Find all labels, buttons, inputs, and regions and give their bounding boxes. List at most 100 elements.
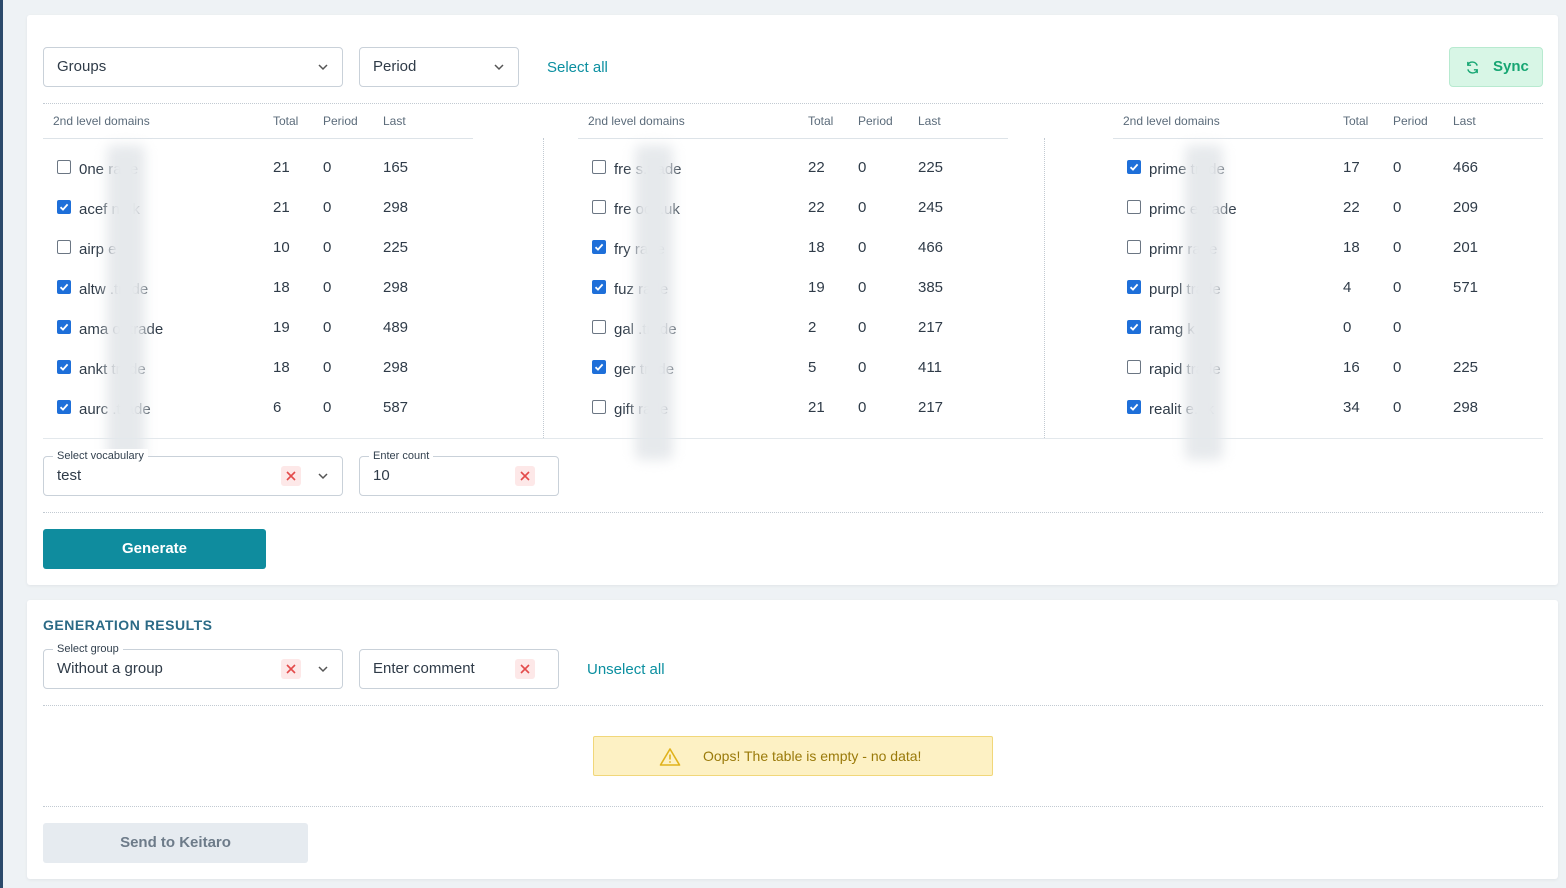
count-value: 10	[373, 467, 390, 484]
unselect-all-link[interactable]: Unselect all	[587, 661, 665, 678]
period-select[interactable]: Period	[359, 47, 519, 87]
sync-button[interactable]: Sync	[1449, 47, 1543, 87]
cell-last: 165	[383, 159, 409, 176]
divider	[43, 438, 1543, 439]
row-checkbox[interactable]	[57, 320, 71, 334]
row-checkbox[interactable]	[57, 400, 71, 414]
column-divider	[1044, 138, 1045, 438]
chevron-down-icon	[318, 666, 328, 673]
cell-last: 298	[383, 279, 409, 296]
row-checkbox[interactable]	[592, 400, 606, 414]
table-row: rapid trade160225	[1113, 351, 1543, 391]
comment-placeholder: Enter comment	[373, 660, 475, 677]
select-all-link[interactable]: Select all	[547, 59, 608, 76]
group-select[interactable]: Select group Without a group	[43, 642, 343, 689]
checkmark-icon	[59, 283, 69, 291]
table-row: ramg k 0 0	[1113, 311, 1543, 351]
comment-input[interactable]: Enter comment	[359, 649, 559, 689]
column-divider	[543, 138, 544, 438]
row-checkbox[interactable]	[592, 280, 606, 294]
cell-total: 21	[273, 199, 290, 216]
row-checkbox[interactable]	[592, 160, 606, 174]
row-checkbox[interactable]	[1127, 320, 1141, 334]
clear-icon[interactable]	[515, 466, 535, 486]
send-to-keitaro-button[interactable]: Send to Keitaro	[43, 823, 308, 863]
groups-select[interactable]: Groups	[43, 47, 343, 87]
row-checkbox[interactable]	[57, 280, 71, 294]
groups-select-value: Groups	[57, 58, 107, 75]
cell-last: 217	[918, 399, 944, 416]
row-checkbox[interactable]	[1127, 400, 1141, 414]
row-checkbox[interactable]	[1127, 360, 1141, 374]
table-header: 2nd level domains Total Period Last	[43, 103, 473, 139]
row-checkbox[interactable]	[592, 360, 606, 374]
cell-total: 6	[273, 399, 282, 416]
row-checkbox[interactable]	[57, 360, 71, 374]
column-header-domain: 2nd level domains	[588, 114, 685, 128]
cell-period: 0	[323, 399, 332, 416]
section-title: GENERATION RESULTS	[43, 617, 213, 633]
cell-last: 225	[1453, 359, 1479, 376]
table-header: 2nd level domains Total Period Last	[578, 103, 1008, 139]
cell-last: 298	[383, 199, 409, 216]
clear-icon[interactable]	[515, 659, 535, 679]
checkmark-icon	[59, 323, 69, 331]
cell-total: 21	[808, 399, 825, 416]
generate-button[interactable]: Generate	[43, 529, 266, 569]
checkmark-icon	[594, 283, 604, 291]
cell-last: 411	[918, 359, 942, 376]
table-row: relyst de150571	[1113, 431, 1543, 438]
table-row: purpl trade40571	[1113, 271, 1543, 311]
cell-period: 0	[858, 399, 867, 416]
cell-total: 17	[1343, 159, 1360, 176]
row-checkbox[interactable]	[57, 240, 71, 254]
generator-card: Groups Period Select all Sync 2nd level …	[27, 15, 1558, 585]
cell-last: 385	[918, 279, 944, 296]
clear-icon[interactable]	[281, 466, 301, 486]
cell-period: 0	[858, 279, 867, 296]
row-checkbox[interactable]	[1127, 280, 1141, 294]
column-header-last: Last	[383, 114, 406, 128]
cell-last: 225	[918, 159, 944, 176]
cell-period: 0	[858, 199, 867, 216]
cell-domain[interactable]: ramg k	[1149, 321, 1195, 338]
row-checkbox[interactable]	[592, 240, 606, 254]
cell-period: 0	[858, 239, 867, 256]
chevron-down-icon	[318, 473, 328, 480]
cell-total: 18	[273, 279, 290, 296]
cell-total: 18	[273, 359, 290, 376]
cell-period: 0	[323, 239, 332, 256]
redaction-blur	[1185, 145, 1223, 460]
column-header-period: Period	[858, 114, 893, 128]
column-header-last: Last	[918, 114, 941, 128]
row-checkbox[interactable]	[592, 200, 606, 214]
period-select-value: Period	[373, 58, 417, 75]
row-checkbox[interactable]	[57, 200, 71, 214]
cell-period: 0	[1393, 399, 1402, 416]
row-checkbox[interactable]	[57, 160, 71, 174]
row-checkbox[interactable]	[592, 320, 606, 334]
clear-icon[interactable]	[281, 659, 301, 679]
cell-last: 245	[918, 199, 944, 216]
row-checkbox[interactable]	[1127, 160, 1141, 174]
column-header-period: Period	[323, 114, 358, 128]
cell-last: 466	[1453, 159, 1479, 176]
cell-total: 0	[1343, 319, 1352, 336]
column-header-total: Total	[273, 114, 299, 128]
cell-total: 22	[808, 159, 825, 176]
checkmark-icon	[1129, 283, 1139, 291]
vocabulary-select[interactable]: Select vocabulary test	[43, 449, 343, 496]
cell-total: 10	[273, 239, 290, 256]
divider	[43, 103, 1543, 104]
cell-period: 0	[858, 159, 867, 176]
row-checkbox[interactable]	[1127, 200, 1141, 214]
column-header-domain: 2nd level domains	[1123, 114, 1220, 128]
cell-period: 0	[323, 279, 332, 296]
cell-total: 22	[808, 199, 825, 216]
row-checkbox[interactable]	[1127, 240, 1141, 254]
table-row: primr rade 18 0 201	[1113, 231, 1543, 271]
sync-icon	[1467, 61, 1478, 74]
count-input[interactable]: Enter count 10	[359, 449, 559, 496]
checkmark-icon	[59, 203, 69, 211]
